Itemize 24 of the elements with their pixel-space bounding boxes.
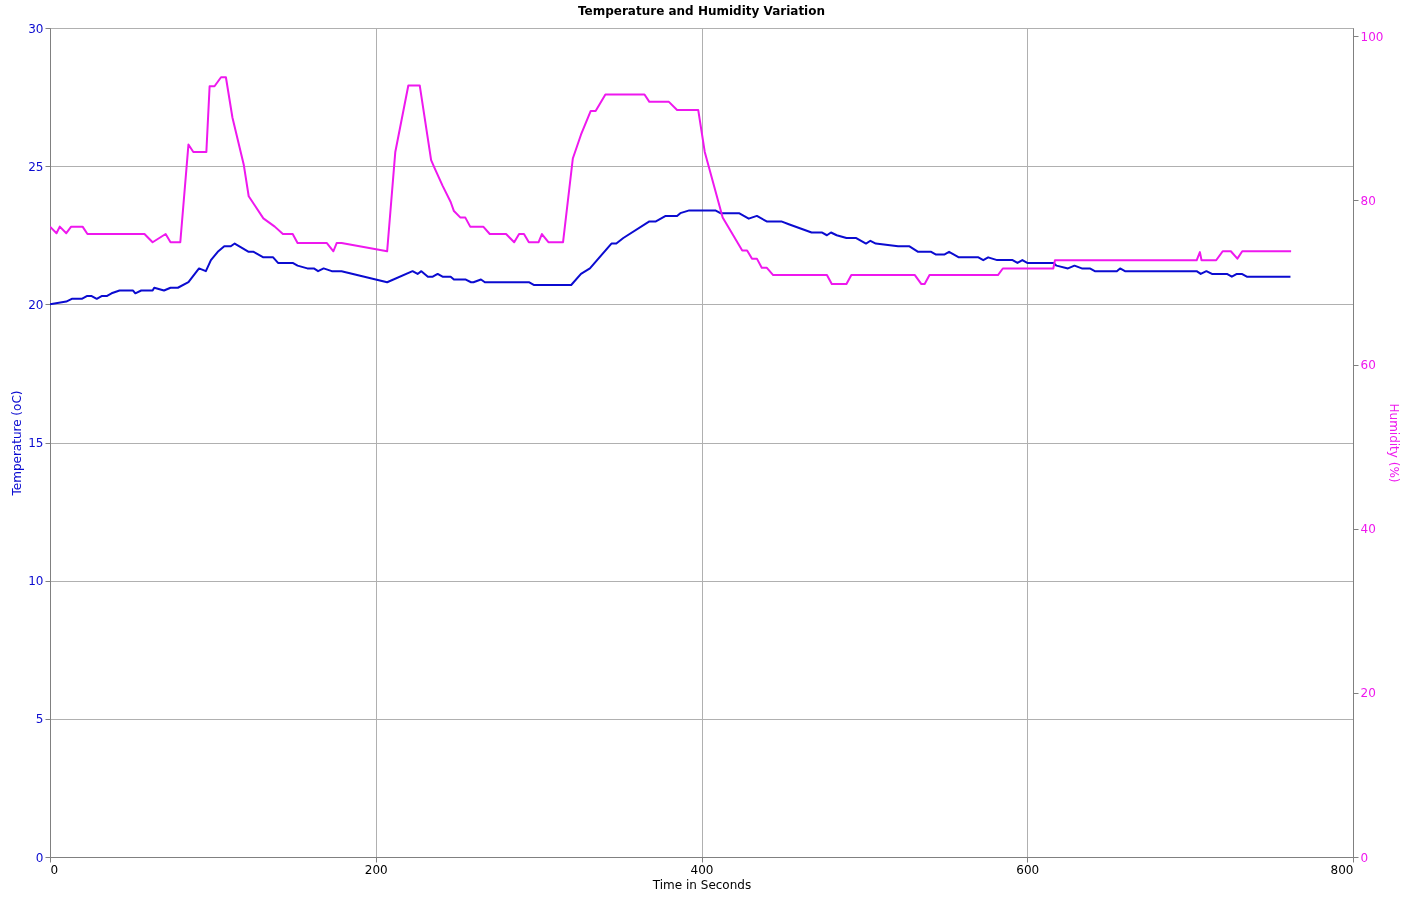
y-tick-label: 30 [28,21,44,36]
y2-tick-label: 60 [1360,358,1376,373]
x-tick-label: 0 [50,862,59,877]
y-tick-label: 5 [35,712,44,727]
y2-axis-title: Humidity (%) [1387,403,1402,483]
y2-tick-label: 40 [1360,522,1376,537]
y-tick-label: 10 [28,574,44,589]
x-tick-label: 200 [364,862,388,877]
line-series [50,76,1293,286]
y-tick-label: 20 [28,297,44,312]
chart-title: Temperature and Humidity Variation [577,4,826,18]
y2-tick-label: 100 [1360,29,1384,44]
line-series [50,209,1292,306]
x-axis-title: Time in Seconds [651,877,752,892]
y-tick-label: 25 [28,159,44,174]
y-tick-label: 15 [28,436,44,450]
y-axis-title: Temperature (oC) [10,390,25,497]
y2-tick-label: 80 [1360,193,1376,208]
y2-tick-label: 20 [1360,686,1376,701]
x-tick-label: 800 [1330,862,1354,877]
y-tick-label: 0 [35,850,44,865]
y2-tick-label: 0 [1360,850,1369,865]
x-tick-label: 600 [1016,862,1040,877]
x-tick-label: 400 [690,862,714,877]
